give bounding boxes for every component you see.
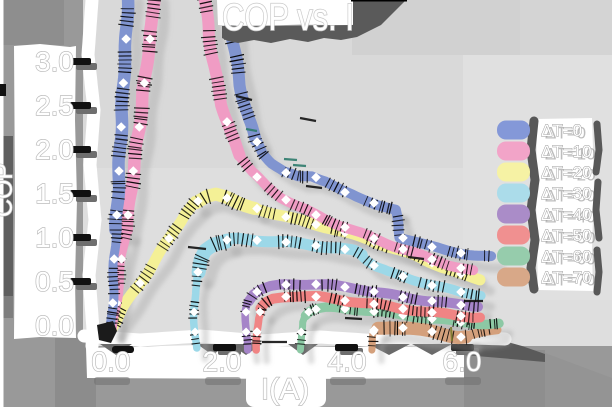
svg-text:ΔT=60: ΔT=60 (545, 250, 596, 269)
svg-text:ΔT=30: ΔT=30 (541, 184, 592, 203)
svg-text:ΔT=60: ΔT=60 (541, 247, 592, 266)
svg-text:2.0: 2.0 (35, 134, 74, 165)
svg-text:0.0: 0.0 (92, 346, 131, 377)
svg-text:ΔT=10: ΔT=10 (545, 145, 596, 164)
svg-text:6.0: 6.0 (443, 346, 482, 377)
svg-text:ΔT=30: ΔT=30 (545, 187, 596, 206)
svg-text:0.5: 0.5 (35, 266, 74, 297)
svg-text:4.0: 4.0 (328, 346, 367, 377)
svg-text:ΔT=0: ΔT=0 (545, 124, 586, 143)
svg-text:ΔT=20: ΔT=20 (541, 163, 592, 182)
svg-text:1.0: 1.0 (35, 222, 74, 253)
svg-text:ΔT=70: ΔT=70 (541, 268, 592, 287)
svg-text:I(A): I(A) (261, 373, 309, 406)
svg-text:ΔT=0: ΔT=0 (541, 121, 582, 140)
svg-text:ΔT=70: ΔT=70 (545, 271, 596, 290)
svg-text:ΔT=10: ΔT=10 (541, 142, 592, 161)
svg-text:2.5: 2.5 (35, 90, 74, 121)
svg-text:3.0: 3.0 (35, 46, 74, 77)
svg-text:ΔT=50: ΔT=50 (545, 229, 596, 248)
svg-text:ΔT=40: ΔT=40 (545, 208, 596, 227)
svg-text:2.0: 2.0 (203, 346, 242, 377)
svg-text:ΔT=20: ΔT=20 (545, 166, 596, 185)
svg-text:COP: COP (0, 163, 18, 217)
svg-text:ΔT=40: ΔT=40 (541, 205, 592, 224)
svg-text:1.5: 1.5 (35, 178, 74, 209)
svg-text:0.0: 0.0 (35, 310, 74, 341)
svg-text:COP vs. I: COP vs. I (222, 0, 354, 39)
svg-text:ΔT=50: ΔT=50 (541, 226, 592, 245)
